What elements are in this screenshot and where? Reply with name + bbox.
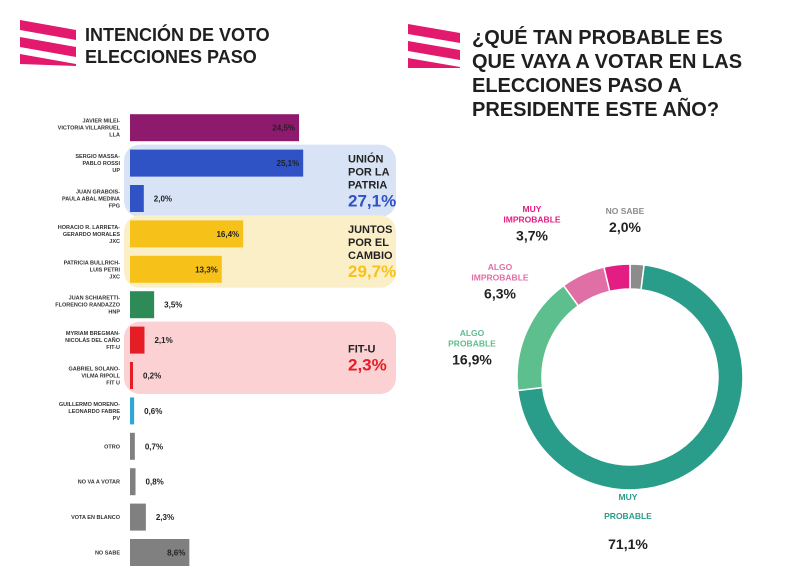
- title-line: ¿QUÉ TAN PROBABLE ES: [472, 27, 723, 49]
- bar-category-label: LLA: [109, 133, 120, 139]
- donut-category-label: IMPROBABLE: [471, 273, 528, 283]
- bar-value-label: 0,2%: [143, 372, 161, 381]
- vote-probability-title: ¿QUÉ TAN PROBABLE ES QUE VAYA A VOTAR EN…: [472, 26, 792, 122]
- title-line: PRESIDENTE ESTE AÑO?: [472, 99, 720, 121]
- left-panel: INTENCIÓN DE VOTO ELECCIONES PASO JAVIER…: [20, 20, 396, 566]
- bar-category-label: OTRO: [104, 444, 121, 450]
- bar-category-label: UP: [112, 168, 120, 174]
- bar-category-label: PV: [113, 416, 121, 422]
- bar-category-label: GERARDO MORALES: [63, 232, 120, 238]
- bar-category-label: FLORENCIO RANDAZZO: [55, 303, 120, 309]
- bar-category-label: NO SABE: [95, 551, 120, 557]
- bar: [130, 255, 222, 283]
- donut-value-label: 16,9%: [452, 352, 492, 368]
- group-total: 29,7%: [348, 262, 396, 281]
- bar-category-label: JUAN GRABOIS-: [76, 190, 120, 196]
- group-total: 2,3%: [348, 355, 387, 374]
- vote-intention-title: INTENCIÓN DE VOTO ELECCIONES PASO: [85, 24, 345, 68]
- brand-stripes-icon: [20, 20, 76, 66]
- title-line: INTENCIÓN DE VOTO: [85, 25, 270, 45]
- bar-category-label: PATRICIA BULLRICH-: [64, 260, 121, 266]
- group-name: PATRIA: [348, 179, 387, 191]
- bar-category-label: JUAN SCHIARETTI-: [69, 296, 121, 302]
- bar: [130, 291, 155, 319]
- donut-category-label: MUY: [619, 492, 638, 502]
- donut-value-label: 3,7%: [516, 228, 548, 244]
- bar-value-label: 2,0%: [154, 195, 172, 204]
- right-panel: ¿QUÉ TAN PROBABLE ES QUE VAYA A VOTAR EN…: [400, 0, 800, 579]
- bar-value-label: 0,6%: [144, 407, 162, 416]
- bar-category-label: HNP: [108, 310, 120, 316]
- donut-category-label: IMPROBABLE: [503, 215, 560, 225]
- bar-value-label: 2,1%: [154, 336, 172, 345]
- bar-category-label: LEONARDO FABRE: [68, 409, 120, 415]
- bar-value-label: 0,7%: [145, 442, 163, 451]
- bar-value-label: 16,4%: [216, 230, 239, 239]
- bar-category-label: JXC: [109, 239, 120, 245]
- bar-category-label: MYRIAM BREGMAN-: [66, 331, 120, 337]
- bar: [130, 468, 136, 496]
- bar: [130, 326, 145, 354]
- group-name: FIT-U: [348, 343, 376, 355]
- group-name: JUNTOS: [348, 224, 392, 236]
- bar-value-label: 24,5%: [272, 124, 295, 133]
- bar-category-label: FIT U: [106, 381, 120, 387]
- donut-category-label: MUY: [523, 204, 542, 214]
- bar-category-label: SERGIO MASSA-: [75, 154, 120, 160]
- bar-category-label: PABLO ROSSI: [83, 161, 121, 167]
- title-line: ELECCIONES PASO A: [472, 75, 683, 97]
- bar-category-label: PAULA ABAL MEDINA: [62, 197, 120, 203]
- bar-category-label: VOTA EN BLANCO: [71, 515, 121, 521]
- group-name: CAMBIO: [348, 250, 393, 262]
- bar-value-label: 8,6%: [167, 549, 185, 558]
- bar: [130, 503, 146, 531]
- bar-category-label: VILMA RIPOLL: [81, 374, 120, 380]
- bar-value-label: 3,5%: [164, 301, 182, 310]
- bar: [130, 185, 144, 212]
- bar-category-label: VICTORIA VILLARRUEL: [58, 126, 121, 132]
- donut-value-label: 2,0%: [609, 219, 641, 235]
- bar-category-label: GABRIEL SOLANO-: [68, 367, 120, 373]
- bar-category-label: NO VA A VOTAR: [78, 480, 120, 486]
- title-line: ELECCIONES PASO: [85, 47, 257, 67]
- bar-value-label: 0,8%: [146, 478, 164, 487]
- group-background: [124, 321, 396, 394]
- group-name: POR EL: [348, 237, 389, 249]
- donut-category-label: ALGO: [460, 328, 485, 338]
- group-total: 27,1%: [348, 191, 396, 210]
- donut-slice: [603, 263, 631, 293]
- title-line: QUE VAYA A VOTAR EN LAS: [472, 51, 743, 73]
- bar-value-label: 13,3%: [195, 265, 218, 274]
- bar-category-label: NICOLÁS DEL CAÑO: [65, 337, 121, 344]
- donut-value-label: 71,1%: [608, 536, 648, 552]
- bar-category-label: GUILLERMO MORENO-: [59, 402, 120, 408]
- bar: [130, 220, 244, 248]
- donut-category-label: NO SABE: [606, 206, 645, 216]
- bar-category-label: LUIS PETRI: [90, 267, 121, 273]
- group-name: POR LA: [348, 166, 390, 178]
- bar: [130, 362, 133, 389]
- bar-category-label: JAVIER MILEI-: [83, 119, 121, 125]
- donut-slice: [516, 284, 580, 392]
- donut-category-label: ALGO: [488, 262, 513, 272]
- donut-category-label: PROBABLE: [448, 339, 496, 349]
- vote-probability-donut-chart: MUYPROBABLE71,1%ALGOPROBABLE16,9%ALGOIMP…: [448, 204, 744, 552]
- bar-value-label: 2,3%: [156, 513, 174, 522]
- donut-slice: [516, 264, 744, 491]
- bar-category-label: JXC: [109, 274, 120, 280]
- donut-category-label: PROBABLE: [604, 511, 652, 521]
- donut-value-label: 6,3%: [484, 286, 516, 302]
- group-name: UNIÓN: [348, 152, 384, 165]
- bar: [130, 149, 304, 177]
- bar: [130, 432, 135, 460]
- bar-category-label: FIT-U: [106, 345, 120, 351]
- bar-value-label: 25,1%: [277, 159, 300, 168]
- bar: [130, 397, 135, 425]
- brand-stripes-icon: [408, 24, 460, 68]
- bar-category-label: FPG: [109, 204, 120, 210]
- bar: [130, 539, 190, 566]
- bar: [130, 114, 300, 142]
- bar-category-label: HORACIO R. LARRETA-: [58, 225, 120, 231]
